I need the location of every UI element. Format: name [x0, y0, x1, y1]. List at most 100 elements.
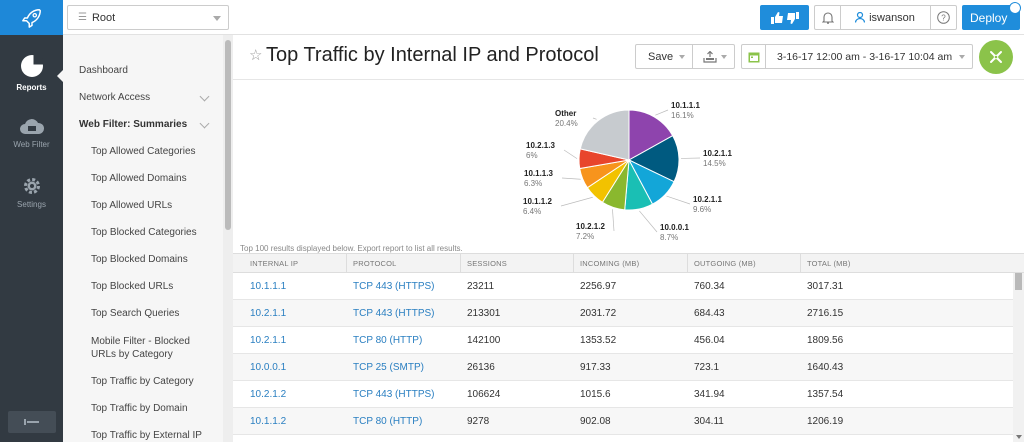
- star-icon[interactable]: ☆: [249, 47, 263, 64]
- table-scrollbar-thumb[interactable]: [1015, 273, 1022, 290]
- cell-internal-ip[interactable]: 10.2.1.2: [250, 389, 287, 400]
- nav-item-top-blocked-categories[interactable]: Top Blocked Categories: [63, 219, 223, 246]
- cell-internal-ip[interactable]: 10.1.1.1: [250, 281, 287, 292]
- pie-percent-label: 8.7%: [660, 233, 678, 242]
- nav-item-top-traffic-external-ip[interactable]: Top Traffic by External IP: [63, 422, 223, 442]
- pie-label: 10.1.1.1: [671, 101, 700, 110]
- pie-slice[interactable]: [627, 134, 680, 183]
- pie-slice[interactable]: [628, 109, 674, 161]
- nav-label: Top Allowed Domains: [91, 173, 187, 184]
- user-menu[interactable]: iswanson: [840, 5, 931, 30]
- table-row[interactable]: 10.0.0.1 TCP 25 (SMTP) 26136 917.33 723.…: [233, 354, 1013, 381]
- cell-outgoing: 456.04: [694, 335, 725, 346]
- results-note: Top 100 results displayed below. Export …: [240, 244, 463, 253]
- page-title: Top Traffic by Internal IP and Protocol: [266, 44, 599, 66]
- col-header-total[interactable]: Total (MB): [807, 259, 851, 268]
- export-button[interactable]: [692, 44, 735, 69]
- pie-percent-label: 9.6%: [693, 205, 711, 214]
- rail-item-settings[interactable]: Settings: [0, 162, 63, 222]
- cell-internal-ip[interactable]: 10.2.1.1: [250, 308, 287, 319]
- cell-outgoing: 723.1: [694, 362, 720, 373]
- deploy-button[interactable]: Deploy: [962, 2, 1021, 30]
- col-header-outgoing[interactable]: Outgoing (MB): [694, 259, 756, 268]
- date-range-picker[interactable]: 3-16-17 12:00 am - 3-16-17 10:04 am: [741, 44, 973, 69]
- nav-scrollbar[interactable]: [223, 35, 233, 442]
- nav-item-top-blocked-urls[interactable]: Top Blocked URLs: [63, 273, 223, 300]
- pie-label: 10.1.1.3: [524, 169, 553, 178]
- cell-internal-ip[interactable]: 10.0.0.1: [250, 362, 287, 373]
- table-row[interactable]: 10.1.1.2 TCP 80 (HTTP) 9278 902.08 304.1…: [233, 408, 1013, 435]
- col-divider: [573, 254, 574, 272]
- nav-scrollbar-thumb[interactable]: [225, 40, 231, 230]
- notifications-button[interactable]: [814, 5, 841, 30]
- pie-label: 10.2.1.2: [576, 222, 605, 231]
- col-header-incoming[interactable]: Incoming (MB): [580, 259, 640, 268]
- chevron-down-icon: [199, 91, 210, 102]
- cell-internal-ip[interactable]: 10.2.1.1: [250, 335, 287, 346]
- help-icon: ?: [937, 11, 950, 24]
- pie-percent-label: 20.4%: [555, 119, 578, 128]
- chevron-down-icon: [959, 55, 965, 59]
- table-scrollbar[interactable]: [1013, 273, 1024, 442]
- deploy-badge-icon: [1009, 2, 1021, 14]
- cell-incoming: 1353.52: [580, 335, 617, 346]
- pie-percent-label: 6.4%: [523, 207, 541, 216]
- nav-item-mobile-filter-blocked[interactable]: Mobile Filter - Blocked URLs by Category: [63, 327, 223, 368]
- nav-item-top-allowed-urls[interactable]: Top Allowed URLs: [63, 192, 223, 219]
- rail-item-reports[interactable]: Reports: [0, 42, 63, 102]
- pie-percent-label: 6.3%: [524, 179, 542, 188]
- scroll-down-arrow-icon[interactable]: [1016, 435, 1022, 439]
- nav-label: Top Blocked Categories: [91, 227, 197, 238]
- pie-leader-line: [592, 117, 597, 120]
- pie-slice[interactable]: [579, 109, 630, 161]
- user-icon: [855, 12, 866, 23]
- save-label: Save: [648, 50, 674, 63]
- cell-protocol[interactable]: TCP 25 (SMTP): [353, 362, 424, 373]
- nav-item-top-traffic-category[interactable]: Top Traffic by Category: [63, 368, 223, 395]
- nav-item-top-traffic-domain[interactable]: Top Traffic by Domain: [63, 395, 223, 422]
- pie-label: 10.1.1.2: [523, 197, 552, 206]
- collapse-rail-button[interactable]: [8, 411, 56, 433]
- pie-label: 10.2.1.1: [703, 149, 732, 158]
- save-button[interactable]: Save: [635, 44, 693, 69]
- top-bar: ☰ Root iswanson ? Deploy: [63, 0, 1024, 35]
- pie-leader-line: [563, 149, 578, 159]
- feedback-button[interactable]: [760, 5, 809, 30]
- svg-text:?: ?: [941, 14, 946, 23]
- cell-protocol[interactable]: TCP 443 (HTTPS): [353, 308, 435, 319]
- cell-incoming: 2256.97: [580, 281, 617, 292]
- col-divider: [800, 254, 801, 272]
- app-logo[interactable]: [0, 0, 63, 35]
- cell-sessions: 9278: [467, 416, 490, 427]
- nav-item-top-allowed-domains[interactable]: Top Allowed Domains: [63, 165, 223, 192]
- nav-item-web-filter-summaries[interactable]: Web Filter: Summaries: [63, 111, 223, 138]
- pie-leader-line: [560, 196, 593, 207]
- cell-protocol[interactable]: TCP 443 (HTTPS): [353, 389, 435, 400]
- report-settings-button[interactable]: [979, 40, 1013, 74]
- cell-protocol[interactable]: TCP 80 (HTTP): [353, 335, 423, 346]
- nav-item-dashboard[interactable]: Dashboard: [63, 57, 223, 84]
- root-selector[interactable]: ☰ Root: [67, 5, 229, 30]
- nav-item-top-blocked-domains[interactable]: Top Blocked Domains: [63, 246, 223, 273]
- rail-item-web-filter[interactable]: Web Filter: [0, 102, 63, 162]
- left-rail: Reports Web Filter Settings: [0, 0, 63, 442]
- nav-label: Top Allowed URLs: [91, 200, 173, 211]
- col-header-sessions[interactable]: Sessions: [467, 259, 507, 268]
- nav-label: Mobile Filter - Blocked URLs by Category: [91, 335, 190, 360]
- cell-sessions: 106624: [467, 389, 501, 400]
- nav-item-top-search-queries[interactable]: Top Search Queries: [63, 300, 223, 327]
- cell-protocol[interactable]: TCP 443 (HTTPS): [353, 281, 435, 292]
- col-header-protocol[interactable]: Protocol: [353, 259, 397, 268]
- table-row[interactable]: 10.2.1.2 TCP 443 (HTTPS) 106624 1015.6 3…: [233, 381, 1013, 408]
- help-button[interactable]: ?: [930, 5, 957, 30]
- table-row[interactable]: 10.2.1.1 TCP 443 (HTTPS) 213301 2031.72 …: [233, 300, 1013, 327]
- nav-item-network-access[interactable]: Network Access: [63, 84, 223, 111]
- nav-item-top-allowed-categories[interactable]: Top Allowed Categories: [63, 138, 223, 165]
- table-row[interactable]: 10.2.1.1 TCP 80 (HTTP) 142100 1353.52 45…: [233, 327, 1013, 354]
- table-row[interactable]: 10.1.1.1 TCP 443 (HTTPS) 23211 2256.97 7…: [233, 273, 1013, 300]
- cell-protocol[interactable]: TCP 80 (HTTP): [353, 416, 423, 427]
- cell-internal-ip[interactable]: 10.1.1.2: [250, 416, 287, 427]
- col-divider: [346, 254, 347, 272]
- col-header-internal-ip[interactable]: Internal IP: [250, 259, 299, 268]
- tools-icon: [990, 51, 1002, 63]
